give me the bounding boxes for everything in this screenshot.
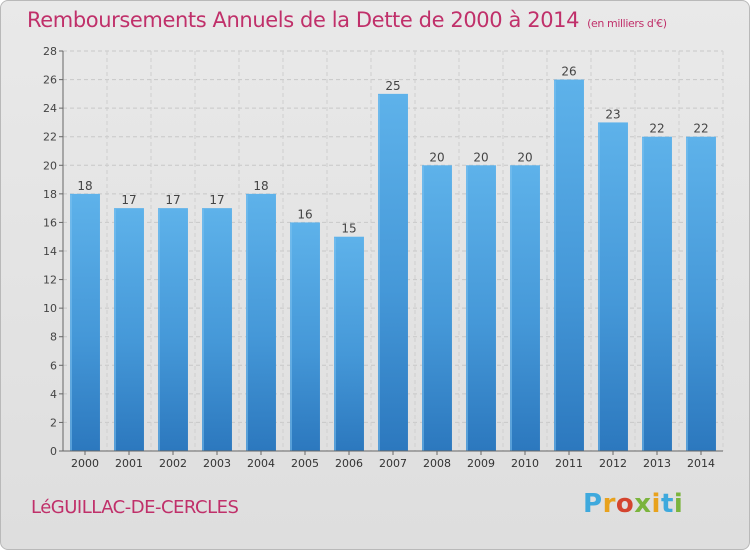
axes xyxy=(59,50,723,455)
logo-letter: t xyxy=(660,489,674,519)
bar xyxy=(334,236,364,451)
data-label: 15 xyxy=(341,222,356,236)
data-label: 20 xyxy=(429,150,444,164)
data-label: 26 xyxy=(561,65,576,79)
chart-title: Remboursements Annuels de la Dette de 20… xyxy=(27,8,667,32)
data-label: 17 xyxy=(121,193,136,207)
x-tick-label: 2003 xyxy=(203,457,231,470)
x-tick-label: 2006 xyxy=(335,457,363,470)
x-tick-label: 2005 xyxy=(291,457,319,470)
x-tick-label: 2009 xyxy=(467,457,495,470)
bar xyxy=(466,165,496,452)
bar xyxy=(70,193,100,451)
bar xyxy=(246,193,276,451)
chart-unit: (en milliers d'€) xyxy=(587,17,667,30)
bar xyxy=(290,222,320,451)
x-tick-label: 2002 xyxy=(159,457,187,470)
x-tick-label: 2007 xyxy=(379,457,407,470)
y-tick-label: 10 xyxy=(43,302,57,315)
data-label: 25 xyxy=(385,79,400,93)
bar xyxy=(158,208,188,451)
x-tick-label: 2011 xyxy=(555,457,583,470)
bar xyxy=(202,208,232,451)
labels: 0246810121416182022242628182000172001172… xyxy=(43,45,715,470)
y-tick-label: 2 xyxy=(50,416,57,429)
x-tick-label: 2008 xyxy=(423,457,451,470)
commune-name: LéGUILLAC-DE-CERCLES xyxy=(31,497,239,518)
y-tick-label: 0 xyxy=(50,445,57,458)
x-tick-label: 2000 xyxy=(71,457,99,470)
data-label: 16 xyxy=(297,207,312,221)
x-tick-label: 2001 xyxy=(115,457,143,470)
bars xyxy=(70,79,716,452)
data-label: 17 xyxy=(165,193,180,207)
data-label: 18 xyxy=(77,179,92,193)
data-label: 20 xyxy=(517,150,532,164)
y-tick-label: 16 xyxy=(43,216,57,229)
bar xyxy=(642,136,672,451)
bar xyxy=(686,136,716,451)
logo-letter: x xyxy=(634,489,652,519)
logo-letter: r xyxy=(602,489,616,519)
y-tick-label: 22 xyxy=(43,131,57,144)
data-label: 23 xyxy=(605,107,620,121)
x-tick-label: 2012 xyxy=(599,457,627,470)
data-label: 18 xyxy=(253,179,268,193)
y-tick-label: 8 xyxy=(50,331,57,344)
data-label: 22 xyxy=(649,122,664,136)
y-tick-label: 20 xyxy=(43,159,57,172)
y-tick-label: 28 xyxy=(43,45,57,58)
bar xyxy=(510,165,540,452)
bar xyxy=(554,79,584,452)
y-tick-label: 18 xyxy=(43,188,57,201)
data-label: 22 xyxy=(693,122,708,136)
logo-letter: P xyxy=(583,489,603,519)
x-tick-label: 2004 xyxy=(247,457,275,470)
y-tick-label: 12 xyxy=(43,274,57,287)
y-tick-label: 26 xyxy=(43,74,57,87)
y-tick-label: 4 xyxy=(50,388,57,401)
data-label: 17 xyxy=(209,193,224,207)
data-label: 20 xyxy=(473,150,488,164)
x-tick-label: 2013 xyxy=(643,457,671,470)
y-tick-label: 6 xyxy=(50,359,57,372)
y-tick-label: 24 xyxy=(43,102,57,115)
x-tick-label: 2010 xyxy=(511,457,539,470)
y-tick-label: 14 xyxy=(43,245,57,258)
logo-letter: i xyxy=(651,489,661,519)
bar xyxy=(422,165,452,452)
logo-letter: o xyxy=(615,489,635,519)
bar xyxy=(114,208,144,451)
chart-title-text: Remboursements Annuels de la Dette de 20… xyxy=(27,8,580,32)
proxiti-logo[interactable]: Proxiti xyxy=(583,489,683,519)
logo-letter: i xyxy=(673,489,684,519)
bar xyxy=(378,93,408,451)
x-tick-label: 2014 xyxy=(687,457,715,470)
bar xyxy=(598,122,628,451)
